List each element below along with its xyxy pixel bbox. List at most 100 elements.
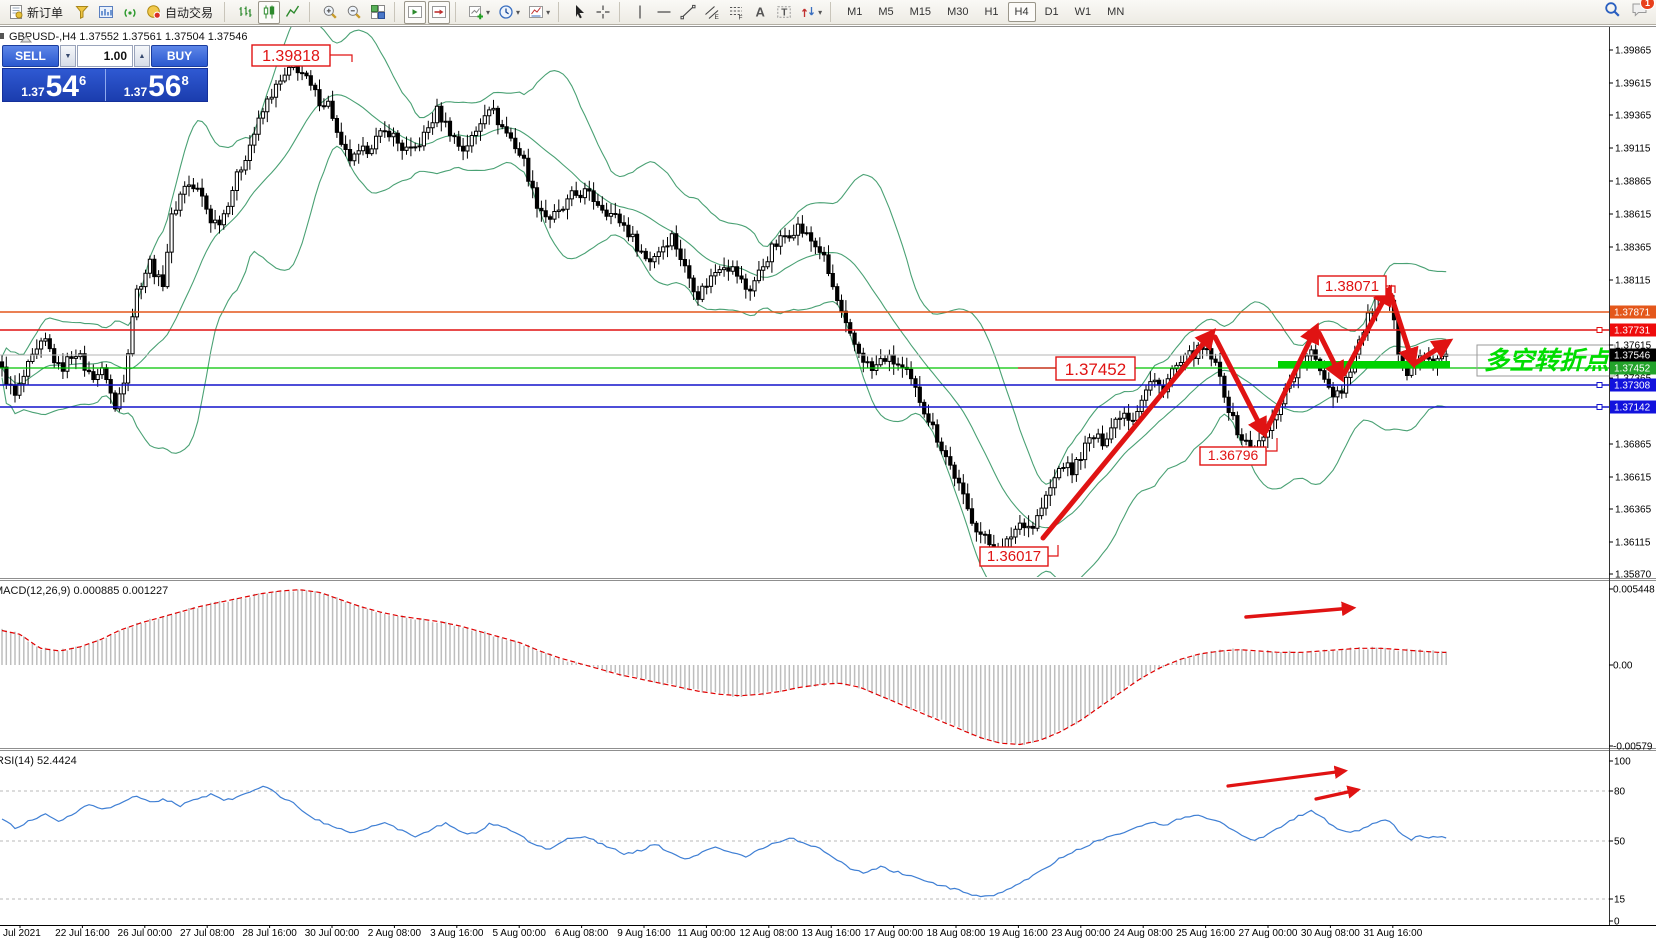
rsi-panel[interactable]: RSI(14) 52.4424 (0, 755, 1609, 900)
price-annotation-box: 1.36796 (1199, 438, 1278, 466)
chart-shift-button[interactable] (428, 0, 451, 24)
crosshair-button[interactable] (592, 1, 614, 24)
toolbar-separator (394, 2, 399, 22)
one-click-trade-panel: SELL ▼ 1.00 ▲ BUY 1.37 54 6 1.37 56 8 (2, 45, 208, 102)
timeframe-m30-button[interactable]: M30 (947, 6, 969, 18)
bar-chart-button[interactable] (234, 1, 256, 24)
main-price-panel[interactable] (0, 13, 1609, 599)
arrows-button[interactable]: ▾ (797, 1, 825, 24)
price-annotations[interactable]: 1.39818 1.37452 1.36796 1.36017 1.38071 (251, 44, 1396, 567)
horizontal-line-icon (656, 4, 672, 20)
sell-price[interactable]: 1.37 54 6 (3, 69, 105, 102)
market-watch-button[interactable] (71, 1, 93, 24)
tile-windows-button[interactable] (367, 1, 389, 24)
autotrading-button-label: 自动交易 (165, 5, 214, 20)
trade-panel-collapse-toggle[interactable] (19, 35, 33, 43)
time-axis[interactable]: Jul 2021 22 Jul 16:00 26 Jul 00:00 27 Jul 0… (3, 925, 1423, 939)
new-chart-button[interactable]: ▾ (465, 1, 493, 24)
equidistant-channel-button[interactable]: E (701, 1, 723, 24)
new-order-button[interactable]: 新订单 (5, 1, 69, 24)
line-chart-button[interactable] (282, 1, 304, 24)
price-tick-label: 1.39115 (1615, 144, 1651, 155)
new-chart-icon (468, 4, 484, 20)
timeframe-m1-button[interactable]: M1 (847, 6, 863, 18)
search-button[interactable] (1604, 1, 1621, 23)
time-tick-label: 17 Aug 00:00 (864, 928, 923, 939)
crosshair-icon (595, 4, 611, 20)
vertical-line-button[interactable] (629, 1, 651, 24)
rsi-trend-arrow[interactable] (1314, 785, 1361, 801)
cursor-button[interactable] (568, 1, 590, 24)
chat-button[interactable]: 1 (1631, 0, 1655, 23)
timeframe-h1-button[interactable]: H1 (984, 6, 999, 18)
volume-increase-button[interactable]: ▲ (134, 45, 150, 67)
line-handle (1596, 404, 1603, 410)
price-tick-label: 1.38865 (1615, 177, 1652, 188)
autotrading-button[interactable]: 自动交易 (143, 1, 219, 24)
candlesticks (0, 55, 1449, 563)
price-badge: 1.37731 (1610, 323, 1656, 337)
trendline-icon (680, 4, 696, 20)
periodicity-button[interactable]: ▾ (495, 1, 523, 24)
templates-button[interactable]: ▾ (525, 1, 553, 24)
price-tick-label: 1.39365 (1615, 111, 1652, 122)
price-tick-label: 1.36615 (1615, 473, 1652, 484)
buy-button[interactable]: BUY (151, 45, 208, 67)
timeframe-h4-button[interactable]: H4 (1007, 2, 1036, 22)
horizontal-line-button[interactable] (653, 1, 675, 24)
trend-arrows[interactable] (1040, 284, 1454, 541)
chevron-down-icon[interactable]: ▾ (516, 7, 521, 17)
rsi-trend-arrow[interactable] (1226, 765, 1348, 788)
macd-panel[interactable]: MACD(12,26,9) 0.000885 0.001227 (0, 585, 1447, 746)
price-tick-label: 1.38615 (1615, 210, 1652, 221)
price-annotation-box: 1.36017 (979, 545, 1059, 567)
text-label-button[interactable]: T (773, 1, 795, 24)
time-tick-label: 22 Jul 16:00 (55, 928, 110, 939)
price-axis[interactable]: 1.39865 1.39615 1.39365 1.39115 1.38865 1.386… (1609, 46, 1656, 928)
timeframe-w1-button[interactable]: W1 (1074, 6, 1092, 18)
price-annotation-box: 1.37452 (1018, 356, 1136, 381)
toolbar-separator (224, 2, 229, 22)
svg-text:F: F (739, 15, 743, 21)
volume-input[interactable]: 1.00 (77, 45, 133, 67)
trade-panel-prices: 1.37 54 6 1.37 56 8 (2, 68, 208, 102)
notification-badge: 1 (1639, 0, 1655, 10)
search-icon (1604, 2, 1621, 22)
data-window-icon (98, 4, 114, 20)
time-tick-label: 12 Aug 08:00 (739, 928, 798, 939)
auto-scroll-button[interactable] (404, 0, 427, 24)
fibonacci-button[interactable]: F (725, 1, 747, 24)
buy-price-prefix: 1.37 (123, 85, 148, 99)
symbol-ohlc-label: GBPUSD-,H4 1.37552 1.37561 1.37504 1.375… (9, 31, 248, 43)
svg-text:多空转折点: 多空转折点 (1484, 347, 1612, 375)
time-tick-label: Jul 2021 (3, 928, 41, 939)
macd-trend-arrow[interactable] (1244, 601, 1357, 619)
price-badge: 1.37452 (1610, 361, 1656, 375)
candlestick-chart-button[interactable] (258, 0, 281, 24)
time-tick-label: 31 Aug 16:00 (1363, 928, 1422, 939)
zoom-out-button[interactable] (343, 1, 365, 24)
thick-support-segment[interactable] (1278, 361, 1450, 368)
text-button[interactable]: A (749, 1, 771, 24)
timeframe-m15-button[interactable]: M15 (909, 6, 932, 18)
sell-button[interactable]: SELL (2, 45, 59, 67)
trendline-button[interactable] (677, 1, 699, 24)
timeframe-mn-button[interactable]: MN (1107, 6, 1125, 18)
buy-price[interactable]: 1.37 56 8 (104, 69, 208, 102)
chevron-down-icon[interactable]: ▾ (546, 7, 551, 17)
time-tick-label: 6 Aug 08:00 (555, 928, 609, 939)
chevron-down-icon[interactable]: ▾ (818, 7, 823, 17)
price-tick-label: 1.38115 (1615, 276, 1651, 287)
fibonacci-icon: F (728, 4, 744, 20)
data-window-button[interactable] (95, 1, 117, 24)
zoom-in-button[interactable] (319, 1, 341, 24)
timeframe-d1-button[interactable]: D1 (1044, 6, 1059, 18)
cn-text-label[interactable]: 多空转折点 (1476, 344, 1616, 377)
macd-tick-label: -0.00579 (1613, 742, 1653, 753)
svg-text:1.37731: 1.37731 (1614, 326, 1651, 337)
signals-button[interactable] (119, 1, 141, 24)
chevron-down-icon[interactable]: ▾ (486, 7, 491, 17)
volume-decrease-button[interactable]: ▼ (60, 45, 76, 67)
timeframe-m5-button[interactable]: M5 (878, 6, 894, 18)
